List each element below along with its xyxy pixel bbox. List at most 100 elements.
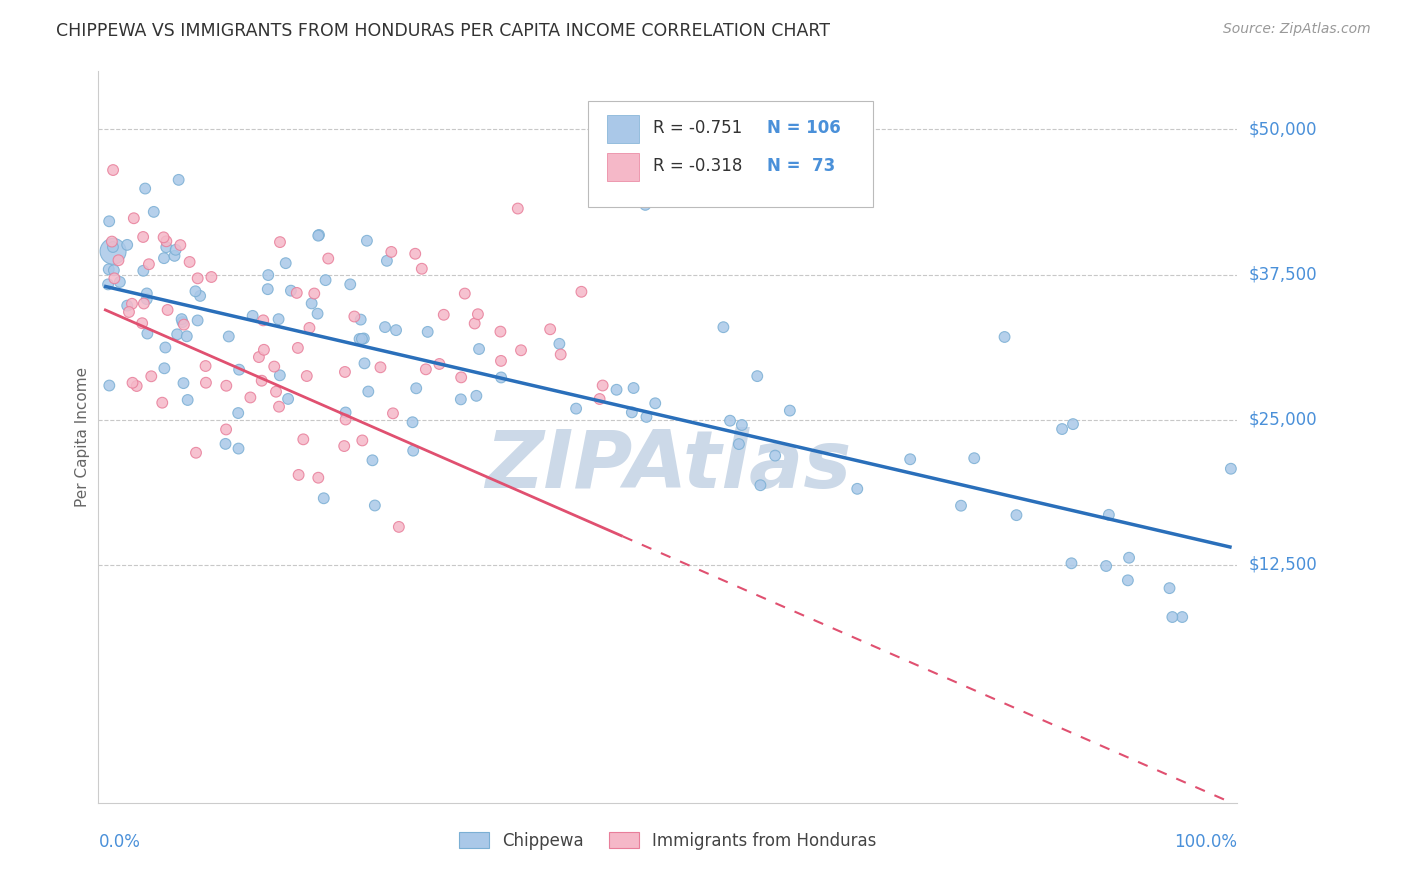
Point	[606, 383, 628, 397]
Point	[963, 451, 986, 466]
Point	[361, 453, 384, 467]
Point	[307, 228, 329, 243]
Point	[335, 405, 357, 419]
Point	[153, 251, 176, 265]
Point	[184, 285, 207, 299]
Point	[138, 257, 160, 271]
Point	[374, 320, 396, 334]
Point	[285, 285, 308, 300]
Point	[166, 327, 188, 342]
Point	[506, 202, 529, 216]
Point	[620, 405, 643, 419]
Point	[135, 286, 157, 301]
Point	[1005, 508, 1028, 523]
Point	[228, 442, 250, 456]
Point	[179, 255, 201, 269]
Point	[103, 271, 125, 285]
Legend: Chippewa, Immigrants from Honduras: Chippewa, Immigrants from Honduras	[453, 825, 883, 856]
Point	[454, 286, 477, 301]
Point	[200, 270, 222, 285]
Point	[247, 350, 270, 364]
Point	[308, 227, 330, 242]
Point	[415, 362, 437, 376]
Point	[253, 343, 276, 357]
Point	[252, 313, 274, 327]
Point	[101, 240, 124, 254]
Point	[846, 482, 869, 496]
Point	[101, 244, 124, 259]
Point	[239, 391, 262, 405]
Point	[152, 230, 174, 244]
Text: R = -0.751: R = -0.751	[652, 120, 742, 137]
Text: ZIPAtlas: ZIPAtlas	[485, 427, 851, 506]
Point	[155, 341, 177, 355]
Point	[250, 374, 273, 388]
Text: $25,000: $25,000	[1249, 410, 1317, 429]
Point	[188, 289, 211, 303]
Point	[132, 264, 155, 278]
Point	[356, 234, 378, 248]
Point	[375, 253, 398, 268]
Point	[135, 292, 157, 306]
Bar	[607, 153, 640, 181]
Point	[429, 357, 451, 371]
Point	[292, 433, 315, 447]
Point	[242, 309, 264, 323]
Point	[122, 211, 145, 226]
Point	[267, 400, 290, 414]
Point	[644, 396, 666, 410]
Point	[433, 308, 456, 322]
Bar	[607, 115, 640, 143]
Point	[156, 302, 179, 317]
Point	[307, 307, 329, 321]
Point	[411, 261, 433, 276]
Text: 0.0%: 0.0%	[98, 833, 141, 851]
Point	[950, 499, 973, 513]
Point	[214, 437, 236, 451]
Point	[256, 282, 278, 296]
Point	[352, 434, 374, 448]
Point	[194, 359, 217, 373]
Point	[489, 354, 512, 368]
Point	[1062, 417, 1084, 431]
Text: Source: ZipAtlas.com: Source: ZipAtlas.com	[1223, 22, 1371, 37]
Point	[1171, 610, 1194, 624]
Text: $50,000: $50,000	[1249, 120, 1317, 138]
Point	[1050, 422, 1073, 436]
Point	[402, 443, 425, 458]
Point	[115, 238, 138, 252]
Point	[176, 329, 198, 343]
Point	[405, 381, 427, 395]
Point	[370, 360, 392, 375]
Point	[728, 437, 751, 451]
Point	[731, 417, 754, 432]
Point	[747, 369, 769, 384]
Point	[257, 268, 280, 282]
Point	[101, 235, 124, 249]
Point	[304, 286, 326, 301]
Point	[548, 336, 571, 351]
Point	[465, 389, 488, 403]
Point	[118, 305, 141, 319]
Point	[993, 330, 1015, 344]
Point	[381, 406, 404, 420]
Point	[141, 369, 163, 384]
Point	[274, 256, 297, 270]
Point	[779, 403, 801, 417]
Point	[215, 422, 238, 436]
Point	[115, 299, 138, 313]
Text: $37,500: $37,500	[1249, 266, 1317, 284]
Point	[301, 296, 323, 310]
Point	[153, 361, 176, 376]
Point	[165, 243, 187, 257]
Point	[173, 376, 195, 391]
Point	[312, 491, 335, 506]
Point	[634, 198, 657, 212]
Point	[343, 310, 366, 324]
Text: CHIPPEWA VS IMMIGRANTS FROM HONDURAS PER CAPITA INCOME CORRELATION CHART: CHIPPEWA VS IMMIGRANTS FROM HONDURAS PER…	[56, 22, 830, 40]
Point	[108, 275, 131, 289]
Point	[353, 356, 375, 370]
Point	[388, 520, 411, 534]
Point	[97, 262, 120, 277]
Point	[269, 368, 291, 383]
